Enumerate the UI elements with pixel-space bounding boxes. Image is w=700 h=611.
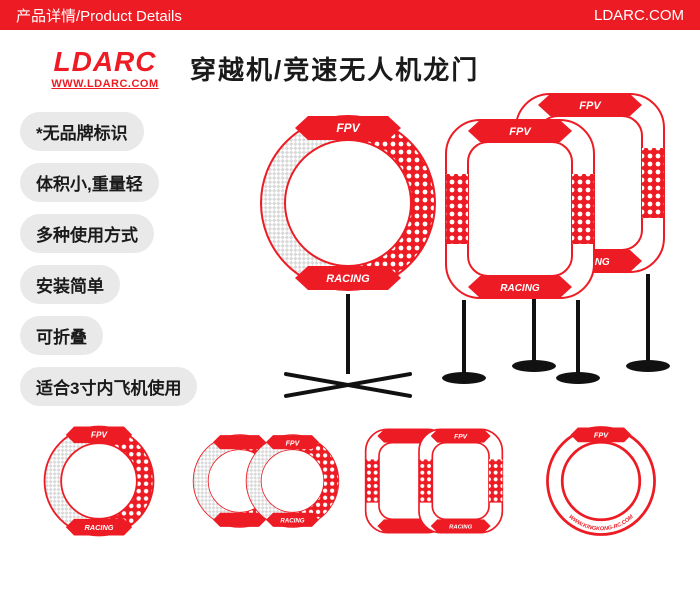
thumbnail-row: FPV RACING: [20, 408, 680, 546]
content-area: LDARC WWW.LDARC.COM 穿越机/竞速无人机龙门 *无品牌标识 体…: [0, 30, 700, 546]
feature-pill: 多种使用方式: [20, 214, 154, 253]
feature-pill: 安装简单: [20, 265, 120, 304]
feature-list: *无品牌标识 体积小,重量轻 多种使用方式 安装简单 可折叠 适合3寸内飞机使用: [20, 108, 235, 408]
svg-text:FPV: FPV: [594, 431, 609, 440]
hero-illustration: FPV RACING: [235, 108, 680, 408]
svg-text:FPV: FPV: [509, 126, 532, 138]
disc-base-icon: [512, 360, 556, 372]
stand-pole-icon: [646, 274, 650, 364]
svg-text:RACING: RACING: [281, 517, 305, 524]
brand-url: WWW.LDARC.COM: [20, 78, 190, 90]
feature-pill: 适合3寸内飞机使用: [20, 367, 197, 406]
svg-text:FPV: FPV: [579, 100, 602, 112]
thumb-ring-outline-icon: FPV WWW.KINGKONG-RC.COM: [526, 416, 676, 546]
feature-pill: *无品牌标识: [20, 112, 144, 151]
svg-text:RACING: RACING: [449, 525, 472, 531]
thumb-ring-single-icon: FPV RACING: [24, 416, 174, 546]
svg-text:FPV: FPV: [286, 441, 301, 448]
ring-gate-icon: FPV RACING: [253, 108, 443, 298]
x-base-icon: [283, 374, 413, 396]
header-bar: 产品详情/Product Details LDARC.COM: [0, 0, 700, 30]
square-gate-icon: FPV RACING: [440, 114, 600, 304]
header-right-label: LDARC.COM: [594, 7, 684, 24]
ring-gate-on-stand: FPV RACING: [253, 108, 443, 398]
top-row: LDARC WWW.LDARC.COM 穿越机/竞速无人机龙门: [20, 40, 680, 90]
feature-pill: 可折叠: [20, 316, 103, 355]
page-title: 穿越机/竞速无人机龙门: [190, 40, 479, 87]
svg-text:RACING: RACING: [500, 283, 540, 294]
svg-text:FPV: FPV: [454, 434, 468, 441]
brand-logo-text: LDARC: [20, 46, 190, 78]
brand-box: LDARC WWW.LDARC.COM: [20, 40, 190, 90]
ring-top-label: FPV: [336, 121, 360, 135]
disc-base-icon: [626, 360, 670, 372]
header-left-label: 产品详情/Product Details: [16, 5, 182, 26]
stand-pole-icon: [462, 300, 466, 376]
thumb-square-double-icon: FPV RACING: [359, 416, 509, 546]
square-gate-pair: FPV RACING F: [440, 88, 690, 388]
thumb-ring-double-icon: FPV RACING: [191, 416, 341, 546]
disc-base-icon: [556, 372, 600, 384]
stand-pole-icon: [576, 300, 580, 376]
feature-pill: 体积小,重量轻: [20, 163, 159, 202]
mid-row: *无品牌标识 体积小,重量轻 多种使用方式 安装简单 可折叠 适合3寸内飞机使用: [20, 108, 680, 408]
ring-bottom-label: RACING: [326, 273, 370, 285]
disc-base-icon: [442, 372, 486, 384]
svg-text:FPV: FPV: [91, 430, 109, 440]
svg-text:RACING: RACING: [84, 523, 113, 532]
stand-pole-icon: [346, 294, 350, 374]
